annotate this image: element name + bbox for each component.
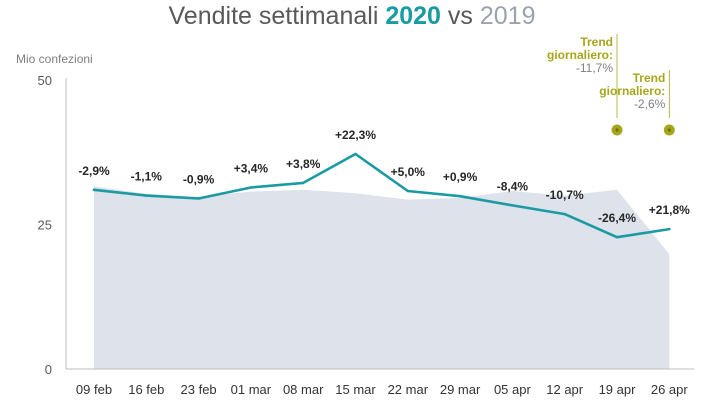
x-tick-label: 12 apr	[546, 382, 584, 397]
x-tick-label: 26 apr	[651, 382, 689, 397]
x-axis-ticks: 09 feb 16 feb 23 feb 01 mar 08 mar 15 mar 22 m…	[76, 382, 688, 397]
series-2020-point	[250, 186, 252, 188]
data-label: +0,9%	[443, 170, 478, 184]
series-2020-point	[459, 195, 461, 197]
y-axis-ticks: 0 25 50	[38, 73, 52, 377]
x-tick-label: 19 apr	[599, 382, 637, 397]
data-label: -2,9%	[78, 164, 110, 178]
data-label: +5,0%	[391, 165, 426, 179]
chart-title-connector: vs	[448, 2, 473, 30]
series-2020-point	[564, 213, 566, 215]
x-tick-label: 15 mar	[335, 382, 376, 397]
annotation-title: Trend	[633, 71, 666, 85]
data-label: +21,8%	[649, 203, 690, 217]
series-2020-point	[93, 189, 95, 191]
series-2020-point	[511, 204, 513, 206]
x-tick-label: 05 apr	[494, 382, 532, 397]
y-axis-label: Mio confezioni	[16, 52, 93, 66]
annotation-marker-dot	[668, 128, 671, 131]
series-2019-area-layer	[94, 186, 669, 369]
chart-title-prefix: Vendite settimanali	[169, 2, 379, 30]
chart-title-year-2020: 2020	[385, 2, 441, 30]
annotation-title: Trend	[580, 35, 613, 49]
series-2020-point	[668, 228, 670, 230]
data-label: -10,7%	[546, 188, 584, 202]
series-2020-point	[354, 153, 356, 155]
annotation-title: giornaliero:	[599, 84, 665, 98]
annotation-marker-dot	[615, 128, 618, 131]
annotation-value: -2,6%	[634, 97, 666, 111]
chart-title: Vendite settimanali 2020 vs 2019	[169, 2, 536, 30]
series-2020-point	[197, 197, 199, 199]
weekly-sales-chart: Vendite settimanali 2020 vs 2019 Mio con…	[0, 0, 704, 411]
x-tick-label: 01 mar	[231, 382, 272, 397]
data-label: +3,8%	[286, 157, 321, 171]
data-label: +22,3%	[335, 128, 376, 142]
series-2020-point	[302, 182, 304, 184]
x-tick-label: 09 feb	[76, 382, 112, 397]
annotations: Trendgiornaliero:-11,7%Trendgiornaliero:…	[547, 34, 675, 136]
series-2020-point	[407, 190, 409, 192]
data-label: -26,4%	[598, 211, 636, 225]
y-tick-label: 0	[45, 362, 52, 377]
series-2020-point	[145, 194, 147, 196]
y-tick-label: 50	[38, 73, 52, 88]
data-label: -1,1%	[131, 170, 163, 184]
series-2019-area	[94, 186, 669, 369]
y-tick-label: 25	[38, 218, 52, 233]
x-tick-label: 23 feb	[181, 382, 217, 397]
annotation-value: -11,7%	[576, 61, 613, 75]
data-label: +3,4%	[234, 162, 269, 176]
series-2020-point	[616, 236, 618, 238]
data-label: -8,4%	[497, 179, 529, 193]
chart-title-year-2019: 2019	[480, 2, 536, 30]
x-tick-label: 16 feb	[128, 382, 164, 397]
x-tick-label: 22 mar	[388, 382, 429, 397]
x-tick-label: 29 mar	[440, 382, 481, 397]
annotation-title: giornaliero:	[547, 48, 613, 62]
data-label: -0,9%	[183, 173, 215, 187]
x-tick-label: 08 mar	[283, 382, 324, 397]
